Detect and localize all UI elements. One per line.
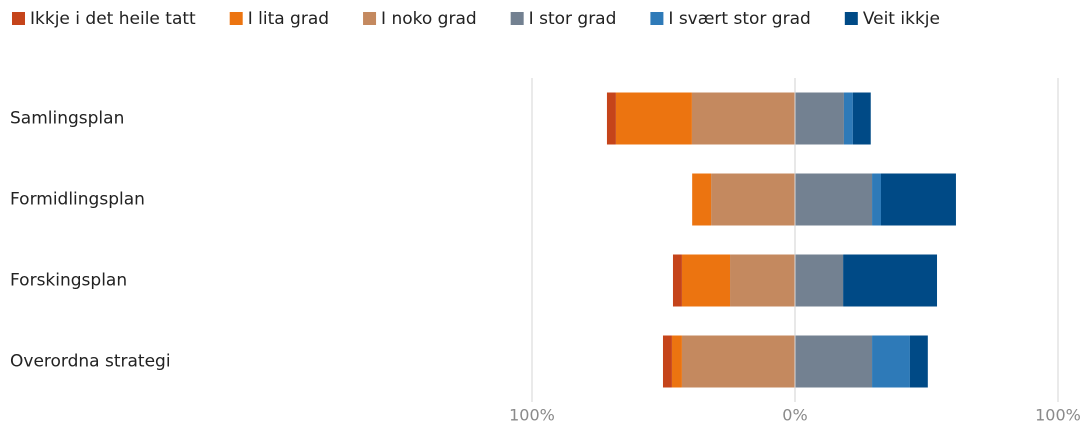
bar-segment (711, 173, 795, 226)
bar-segment (881, 173, 956, 226)
bar-segment (852, 92, 871, 145)
bar-segment (615, 92, 692, 145)
bar-segment (795, 335, 873, 388)
legend-label: I stor grad (529, 9, 617, 29)
category-label: Formidlingsplan (10, 190, 145, 210)
x-tick-label: 100% (1035, 406, 1081, 425)
bar-segment (671, 335, 682, 388)
category-label: Overordna strategi (10, 352, 171, 372)
bar-segment (795, 173, 873, 226)
bar-segment (606, 92, 616, 145)
bar-segment (672, 254, 682, 307)
legend-swatch (363, 12, 377, 25)
legend-swatch (229, 12, 243, 25)
bar-segment (662, 335, 672, 388)
legend-swatch (844, 12, 858, 25)
bar-segment (843, 92, 853, 145)
legend-label: Veit ikkje (863, 9, 940, 29)
bar-segment (909, 335, 928, 388)
bar-segment (730, 254, 795, 307)
legend-label: I noko grad (381, 9, 477, 29)
bar-segment (872, 173, 882, 226)
legend-label: I svært stor grad (668, 9, 810, 29)
x-tick-label: 0% (782, 406, 807, 425)
legend-label: I lita grad (248, 9, 329, 29)
legend-swatch (12, 12, 25, 25)
bar-segment (795, 254, 844, 307)
bar-segment (795, 92, 844, 145)
legend-swatch (510, 12, 524, 25)
bar-segment (872, 335, 910, 388)
bar-segment (692, 173, 712, 226)
bar-segment (681, 335, 795, 388)
category-label: Forskingsplan (10, 271, 127, 291)
bar-segment (843, 254, 938, 307)
legend-label: Ikkje i det heile tatt (30, 9, 196, 29)
x-tick-label: 100% (509, 406, 555, 425)
category-label: Samlingsplan (10, 109, 124, 129)
legend-swatch (650, 12, 664, 25)
bar-segment (681, 254, 731, 307)
bar-segment (691, 92, 795, 145)
